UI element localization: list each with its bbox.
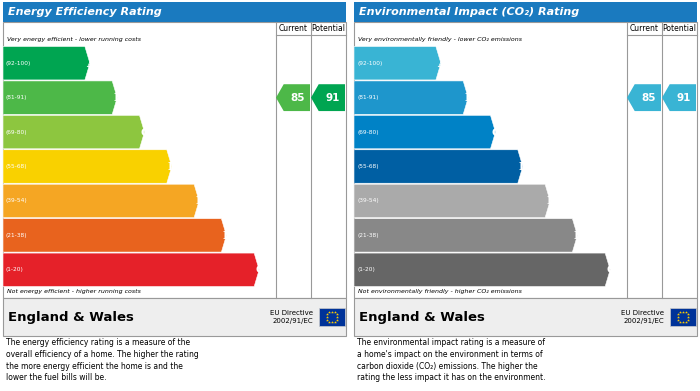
Text: F: F: [223, 230, 230, 241]
Polygon shape: [354, 47, 441, 80]
Text: (39-54): (39-54): [357, 198, 379, 203]
Text: (81-91): (81-91): [6, 95, 27, 100]
Bar: [3, 22, 346, 298]
Text: 85: 85: [641, 93, 656, 103]
Text: D: D: [168, 161, 177, 172]
Bar: [3, 2, 346, 22]
Polygon shape: [3, 219, 226, 252]
Polygon shape: [276, 84, 310, 111]
Text: C: C: [491, 127, 500, 138]
Text: Environmental Impact (CO₂) Rating: Environmental Impact (CO₂) Rating: [359, 7, 580, 17]
Polygon shape: [354, 150, 523, 183]
Polygon shape: [354, 184, 550, 218]
Text: (55-68): (55-68): [357, 164, 379, 169]
Text: Not energy efficient - higher running costs: Not energy efficient - higher running co…: [7, 289, 141, 294]
Text: EU Directive
2002/91/EC: EU Directive 2002/91/EC: [621, 310, 664, 324]
Text: Very energy efficient - lower running costs: Very energy efficient - lower running co…: [7, 36, 141, 41]
Text: The environmental impact rating is a measure of
a home's impact on the environme: The environmental impact rating is a mea…: [357, 338, 545, 382]
Text: The energy efficiency rating is a measure of the
overall efficiency of a home. T: The energy efficiency rating is a measur…: [6, 338, 199, 382]
Polygon shape: [3, 184, 199, 218]
Bar: [3, 298, 346, 336]
Bar: [354, 22, 697, 298]
Polygon shape: [311, 84, 345, 111]
Text: Energy Efficiency Rating: Energy Efficiency Rating: [8, 7, 162, 17]
Text: Current: Current: [630, 24, 659, 33]
Text: Very environmentally friendly - lower CO₂ emissions: Very environmentally friendly - lower CO…: [358, 36, 522, 41]
Text: 91: 91: [326, 93, 340, 103]
Text: (21-38): (21-38): [357, 233, 379, 238]
Text: (21-38): (21-38): [6, 233, 27, 238]
Polygon shape: [354, 253, 610, 287]
Text: Potential: Potential: [662, 24, 696, 33]
Text: 91: 91: [676, 93, 690, 103]
Text: England & Wales: England & Wales: [8, 310, 134, 323]
Polygon shape: [662, 84, 696, 111]
Polygon shape: [3, 115, 144, 149]
Text: 85: 85: [290, 93, 304, 103]
Text: B: B: [464, 92, 474, 103]
Text: Potential: Potential: [312, 24, 346, 33]
Text: E: E: [195, 196, 204, 206]
Text: (55-68): (55-68): [6, 164, 27, 169]
Polygon shape: [3, 47, 90, 80]
Text: F: F: [573, 230, 581, 241]
Polygon shape: [3, 253, 259, 287]
Bar: [354, 298, 697, 336]
Text: Current: Current: [279, 24, 308, 33]
Polygon shape: [3, 81, 117, 114]
Bar: [319, 308, 345, 326]
Text: A: A: [437, 58, 445, 69]
Polygon shape: [3, 150, 172, 183]
Bar: [354, 2, 697, 22]
Text: C: C: [141, 127, 149, 138]
Text: England & Wales: England & Wales: [359, 310, 485, 323]
Text: (1-20): (1-20): [357, 267, 375, 272]
Bar: [670, 308, 696, 326]
Polygon shape: [354, 115, 496, 149]
Text: EU Directive
2002/91/EC: EU Directive 2002/91/EC: [270, 310, 313, 324]
Text: (1-20): (1-20): [6, 267, 24, 272]
Text: (92-100): (92-100): [357, 61, 382, 66]
Text: A: A: [86, 58, 94, 69]
Text: G: G: [606, 264, 616, 275]
Text: G: G: [256, 264, 265, 275]
Polygon shape: [354, 81, 468, 114]
Text: (81-91): (81-91): [357, 95, 379, 100]
Text: D: D: [519, 161, 528, 172]
Text: E: E: [546, 196, 554, 206]
Text: Not environmentally friendly - higher CO₂ emissions: Not environmentally friendly - higher CO…: [358, 289, 522, 294]
Polygon shape: [627, 84, 661, 111]
Text: (92-100): (92-100): [6, 61, 32, 66]
Text: (69-80): (69-80): [6, 129, 27, 135]
Polygon shape: [354, 219, 578, 252]
Text: (69-80): (69-80): [357, 129, 379, 135]
Text: (39-54): (39-54): [6, 198, 28, 203]
Text: B: B: [113, 92, 122, 103]
